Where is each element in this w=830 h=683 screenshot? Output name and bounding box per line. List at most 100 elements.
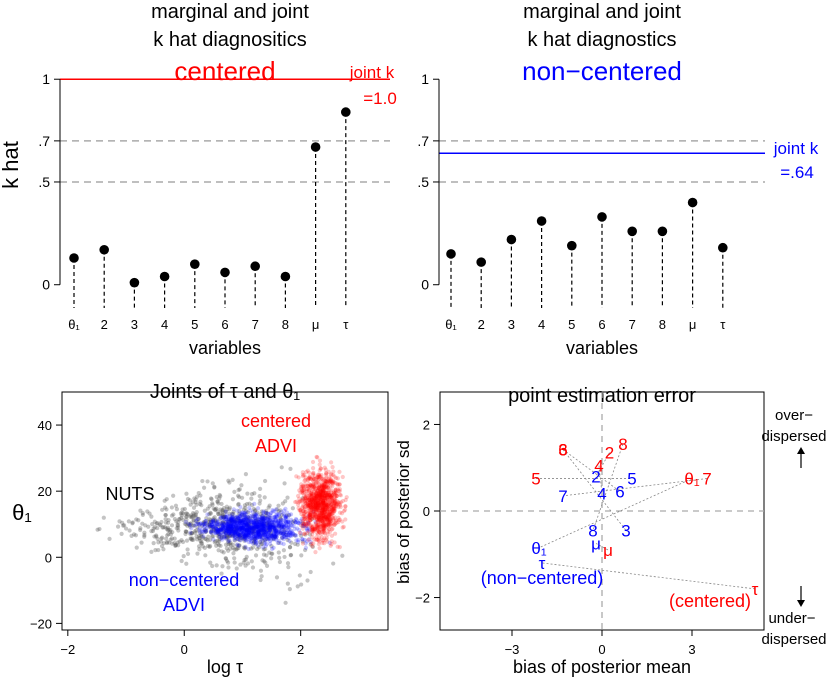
scatter-point — [255, 535, 260, 540]
scatter-point — [179, 515, 184, 521]
scatter-point — [319, 527, 324, 532]
scatter-point — [202, 545, 207, 550]
scatter-point — [261, 545, 266, 550]
scatter-point — [234, 523, 239, 528]
scatter-point — [251, 524, 256, 530]
scatter-point — [306, 521, 311, 526]
y-tick-label-2: .7 — [38, 133, 50, 149]
scatter-point — [296, 539, 301, 544]
scatter-point — [227, 530, 232, 535]
scatter-point — [250, 530, 255, 535]
scatter-point — [265, 534, 271, 539]
scatter-point — [311, 505, 316, 510]
scatter-point — [173, 543, 178, 548]
scatter-point — [274, 512, 279, 517]
scatter-point — [237, 534, 242, 539]
scatter-point — [271, 509, 276, 514]
scatter-point — [285, 519, 291, 524]
scatter-point — [247, 530, 253, 535]
scatter-point — [240, 519, 246, 524]
scatter-point — [315, 501, 320, 506]
scatter-point — [255, 530, 261, 535]
scatter-point — [305, 478, 310, 483]
scatter-point — [233, 531, 238, 536]
scatter-point — [217, 528, 223, 533]
scatter-point — [237, 526, 242, 531]
scatter-point — [142, 534, 147, 539]
x-tick-label-3: 4 — [161, 317, 168, 332]
scatter-point — [320, 488, 325, 493]
scatter-point — [260, 520, 265, 525]
scatter-point — [240, 531, 245, 536]
scatter-point — [223, 529, 228, 534]
scatter-point — [307, 509, 312, 514]
scatter-point — [284, 530, 289, 535]
scatter-point — [262, 532, 268, 538]
scatter-point — [341, 524, 346, 529]
scatter-point — [276, 550, 281, 555]
scatter-point — [268, 511, 273, 516]
scatter-point — [181, 517, 186, 523]
scatter-point — [221, 515, 226, 520]
scatter-point — [235, 528, 240, 534]
scatter-point — [242, 532, 248, 538]
scatter-point — [257, 523, 262, 528]
scatter-point — [211, 524, 216, 529]
scatter-point — [325, 539, 330, 544]
scatter-point — [220, 509, 226, 514]
scatter-point — [238, 538, 243, 543]
scatter-point — [165, 525, 171, 530]
scatter-point — [312, 506, 318, 511]
scatter-point — [239, 510, 244, 515]
scatter-point — [140, 511, 145, 516]
scatter-point — [327, 529, 332, 535]
scatter-point — [269, 533, 274, 538]
scatter-point — [253, 520, 258, 526]
scatter-point — [229, 528, 234, 533]
scatter-point — [235, 520, 240, 525]
scatter-point — [242, 523, 247, 528]
scatter-point — [245, 528, 251, 533]
scatter-point — [250, 528, 255, 533]
scatter-point — [223, 526, 228, 531]
scatter-point — [260, 523, 265, 529]
scatter-point — [212, 507, 218, 512]
scatter-point — [226, 523, 231, 528]
scatter-point — [256, 531, 261, 536]
y-tick-label-3: 1 — [42, 71, 50, 87]
scatter-point — [311, 471, 316, 476]
scatter-point — [332, 522, 337, 527]
scatter-point — [257, 526, 262, 531]
scatter-point — [237, 532, 242, 537]
scatter-point — [340, 525, 345, 530]
scatter-point — [320, 508, 325, 513]
scatter-point — [283, 519, 289, 525]
scatter-point — [287, 544, 293, 550]
scatter-point — [328, 478, 333, 483]
scatter-point — [255, 517, 260, 522]
scatter-point — [268, 533, 274, 538]
scatter-point — [288, 517, 294, 523]
scatter-point — [264, 525, 270, 530]
scatter-point — [235, 546, 240, 551]
scatter-point — [227, 530, 232, 535]
scatter-point — [253, 519, 258, 524]
scatter-point — [231, 516, 236, 521]
scatter-point — [250, 526, 255, 531]
scatter-point — [208, 560, 213, 565]
scatter-point — [239, 530, 244, 535]
scatter-point — [277, 555, 282, 560]
panel1-title-line2: k hat diagnositics — [153, 29, 306, 51]
scatter-point — [260, 538, 266, 543]
scatter-point — [265, 527, 271, 532]
scatter-point — [283, 535, 288, 540]
scatter-point — [263, 526, 268, 532]
scatter-point — [300, 526, 306, 531]
scatter-point — [239, 520, 244, 525]
scatter-point — [249, 513, 254, 519]
scatter-point — [286, 522, 291, 527]
scatter-point — [273, 516, 278, 521]
scatter-point — [323, 508, 328, 513]
scatter-point — [241, 525, 246, 530]
scatter-point — [225, 526, 230, 532]
